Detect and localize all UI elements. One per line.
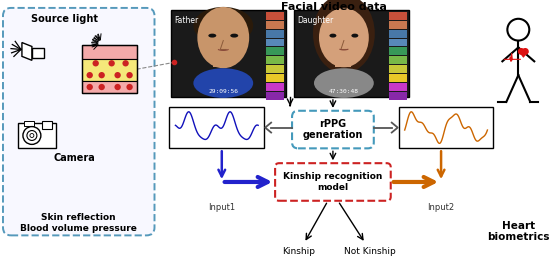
- Bar: [81, 59, 137, 81]
- Bar: [335, 45, 351, 67]
- Circle shape: [108, 60, 115, 67]
- Polygon shape: [519, 52, 529, 58]
- FancyBboxPatch shape: [3, 8, 155, 235]
- Bar: [266, 65, 284, 73]
- Bar: [18, 123, 56, 148]
- Bar: [266, 56, 284, 64]
- Bar: [266, 21, 284, 29]
- Ellipse shape: [230, 34, 238, 38]
- Bar: [389, 83, 407, 91]
- Bar: [266, 38, 284, 46]
- Circle shape: [98, 72, 105, 78]
- Ellipse shape: [208, 34, 217, 38]
- Circle shape: [86, 84, 93, 90]
- Ellipse shape: [313, 0, 375, 73]
- Bar: [170, 107, 264, 148]
- Text: 47:30:48: 47:30:48: [329, 89, 359, 94]
- Ellipse shape: [194, 7, 253, 44]
- Ellipse shape: [329, 34, 336, 38]
- Bar: [266, 74, 284, 82]
- Circle shape: [27, 131, 37, 140]
- Bar: [389, 56, 407, 64]
- Bar: [389, 30, 407, 38]
- Bar: [171, 10, 286, 97]
- Bar: [389, 74, 407, 82]
- Text: Input2: Input2: [427, 203, 455, 212]
- Text: Facial video data: Facial video data: [281, 2, 387, 12]
- FancyBboxPatch shape: [275, 163, 391, 201]
- Bar: [389, 38, 407, 46]
- Bar: [399, 107, 493, 148]
- Circle shape: [518, 48, 525, 55]
- Bar: [389, 65, 407, 73]
- Circle shape: [93, 60, 99, 67]
- Text: Source light: Source light: [31, 14, 98, 24]
- Text: Input1: Input1: [208, 203, 235, 212]
- Text: 29:09:56: 29:09:56: [208, 89, 238, 94]
- Circle shape: [122, 60, 129, 67]
- Circle shape: [114, 84, 121, 90]
- Bar: [389, 47, 407, 55]
- Bar: [81, 45, 137, 59]
- Circle shape: [86, 72, 93, 78]
- Ellipse shape: [194, 68, 253, 98]
- Circle shape: [127, 84, 133, 90]
- Bar: [266, 83, 284, 91]
- Circle shape: [23, 127, 41, 144]
- Circle shape: [522, 48, 529, 55]
- Bar: [213, 47, 231, 67]
- Bar: [294, 10, 408, 97]
- Bar: [266, 92, 284, 100]
- Text: Kinship: Kinship: [282, 247, 315, 256]
- Polygon shape: [22, 43, 32, 60]
- Text: Skin reflection
Blood volume pressure: Skin reflection Blood volume pressure: [20, 213, 137, 233]
- Text: Daughter: Daughter: [297, 16, 333, 25]
- Text: Father: Father: [175, 16, 199, 25]
- Bar: [389, 92, 407, 100]
- Circle shape: [127, 72, 133, 78]
- Ellipse shape: [314, 68, 374, 98]
- Bar: [389, 12, 407, 20]
- Text: rPPG
generation: rPPG generation: [303, 119, 363, 140]
- FancyBboxPatch shape: [292, 111, 374, 148]
- Bar: [42, 121, 52, 128]
- Text: Heart
biometrics: Heart biometrics: [487, 221, 550, 242]
- Bar: [81, 81, 137, 93]
- Ellipse shape: [352, 34, 358, 38]
- Circle shape: [114, 72, 121, 78]
- Bar: [24, 121, 34, 126]
- Ellipse shape: [198, 7, 249, 68]
- Text: Camera: Camera: [54, 153, 95, 163]
- Bar: [389, 21, 407, 29]
- Circle shape: [30, 133, 34, 138]
- Bar: [81, 45, 137, 93]
- Text: Kinship recognition
model: Kinship recognition model: [283, 172, 383, 192]
- Polygon shape: [32, 49, 44, 58]
- Bar: [266, 47, 284, 55]
- Bar: [266, 30, 284, 38]
- Circle shape: [98, 84, 105, 90]
- Ellipse shape: [319, 8, 369, 67]
- Bar: [266, 12, 284, 20]
- Text: Not Kinship: Not Kinship: [344, 247, 396, 256]
